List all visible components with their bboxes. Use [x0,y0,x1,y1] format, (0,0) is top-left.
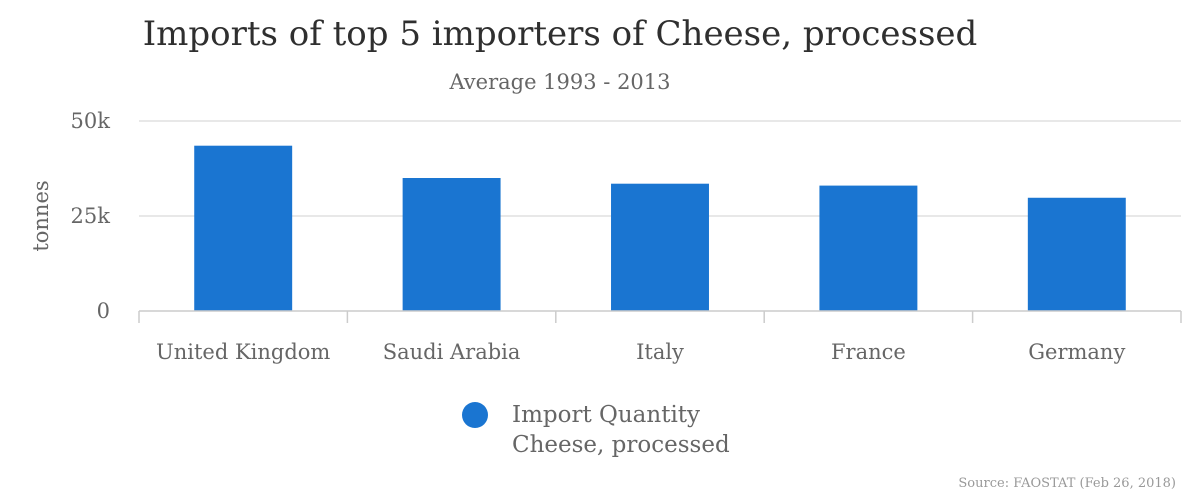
legend-label: Import Quantity Cheese, processed [512,400,730,460]
x-axis [138,310,1182,323]
y-axis-ticks: 0 25k 50k [71,109,111,323]
legend-series-name: Import Quantity [512,402,701,428]
legend[interactable]: Import Quantity Cheese, processed [462,400,730,460]
y-tick-label: 0 [97,299,110,323]
y-axis-label: tonnes [29,180,53,251]
bar [402,178,501,311]
bar [1027,197,1126,311]
y-tick-label: 25k [71,204,111,228]
bar [819,185,918,311]
x-tick-label: France [831,340,906,364]
x-tick-label: Germany [1028,340,1125,364]
x-axis-ticks: United Kingdom Saudi Arabia Italy France Ger… [156,340,1125,364]
chart-subtitle: Average 1993 - 2013 [449,70,671,94]
chart-title: Imports of top 5 importers of Cheese, pr… [142,14,978,54]
bars [194,145,1126,311]
legend-series-subname: Cheese, processed [512,432,730,458]
bar [611,183,709,311]
y-tick-label: 50k [71,109,111,133]
legend-marker [462,402,488,428]
source-credit: Source: FAOSTAT (Feb 26, 2018) [958,476,1176,491]
x-tick-label: Italy [636,340,684,364]
x-tick-label: United Kingdom [156,340,330,364]
bar [194,145,293,311]
x-tick-label: Saudi Arabia [383,340,521,364]
